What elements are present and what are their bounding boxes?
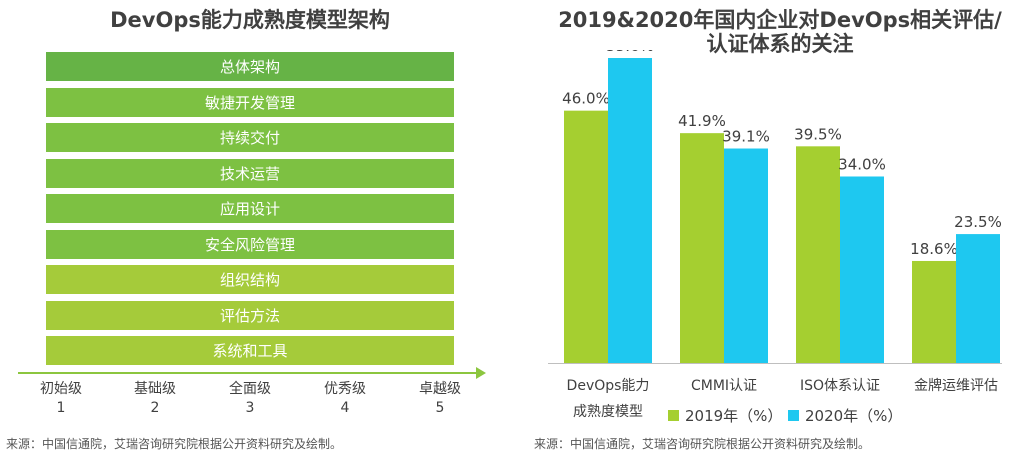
bar-2020-1 [724,148,768,363]
maturity-axis-arrow-icon [476,367,486,379]
category-label-2: ISO体系认证 [800,378,880,394]
maturity-model-layers: 总体架构敏捷开发管理 持续交付技术运营应用设计安全风险管理 组织结构评估方法系统和工… [46,52,454,372]
data-label-2019-0: 46.0% [562,90,610,108]
bar-chart: 46.0% 41.9% 39.5% 18.6% 55.6% 39.1% 34.0% 23.5%… [548,50,1002,420]
layer-1: 敏捷开发管理 [46,87,454,117]
maturity-level-name: 优秀级 [324,381,366,397]
maturity-axis-line [18,372,478,374]
left-panel-title: DevOps能力成熟度模型架构 [110,8,390,32]
legend-swatch-2019 [668,410,679,421]
maturity-level-3: 全面级 3 [205,380,295,418]
maturity-level-name: 基础级 [134,381,176,397]
category-label-0-line-1: DevOps能力 [567,378,650,394]
maturity-level-name: 卓越级 [419,381,461,397]
layer-8: 系统和工具 [46,336,454,365]
maturity-level-name: 初始级 [40,381,82,397]
maturity-level-number: 4 [340,400,350,416]
data-label-2020-2: 34.0% [838,155,886,173]
bar-2020-3 [956,234,1000,363]
maturity-level-2: 基础级 2 [110,380,200,418]
category-label-0-line-2: 成熟度模型 [573,404,643,420]
layer-7: 评估方法 [46,300,454,330]
chart-title-line-1: 2019&2020年国内企业对DevOps相关评估/ [558,8,1002,32]
bar-2019-3 [912,260,956,363]
maturity-level-4: 优秀级 4 [300,380,390,418]
right-source-note: 来源：中国信通院，艾瑞咨询研究院根据公开资料研究及绘制。 [534,437,871,451]
category-label-3: 金牌运维评估 [914,377,998,394]
bar-2019-1 [680,133,724,363]
maturity-level-5: 卓越级 5 [395,380,485,418]
legend-label-2020: 2020年（%） [805,407,903,425]
legend-label-2019: 2019年（%） [685,407,783,425]
maturity-level-name: 全面级 [229,381,271,397]
bar-2019-2 [796,146,840,363]
data-label-2019-3: 18.6% [910,240,958,258]
data-label-2019-1: 41.9% [678,112,726,130]
maturity-level-1: 初始级 1 [16,380,106,418]
bar-2020-2 [840,176,884,363]
left-source-note: 来源：中国信通院，艾瑞咨询研究院根据公开资料研究及绘制。 [6,437,343,451]
legend-item-2019: 2019年（%） [668,405,782,426]
legend-item-2020: 2020年（%） [788,405,902,426]
maturity-level-number: 2 [150,400,160,416]
data-label-2020-1: 39.1% [722,128,770,146]
maturity-level-number: 3 [245,400,255,416]
data-label-2020-0: 55.6% [606,50,654,55]
layer-2: 持续交付 [46,123,454,152]
maturity-level-number: 1 [56,400,66,416]
layer-6: 组织结构 [46,265,454,294]
layer-0: 总体架构 [46,52,454,81]
data-label-2020-3: 23.5% [954,213,1002,231]
maturity-level-number: 5 [435,400,445,416]
chart-title-line-2: 认证体系的关注 [706,32,854,56]
layer-4: 应用设计 [46,194,454,223]
category-label-1: CMMI认证 [691,378,757,394]
chart-title: 2019&2020年国内企业对DevOps相关评估/ 认证体系的关注 [545,8,1015,56]
legend-swatch-2020 [788,410,799,421]
data-label-2019-2: 39.5% [794,125,842,143]
layer-5: 安全风险管理 [46,229,454,259]
bar-2020-0 [608,58,652,363]
bar-2019-0 [564,110,608,363]
layer-3: 技术运营 [46,158,454,188]
